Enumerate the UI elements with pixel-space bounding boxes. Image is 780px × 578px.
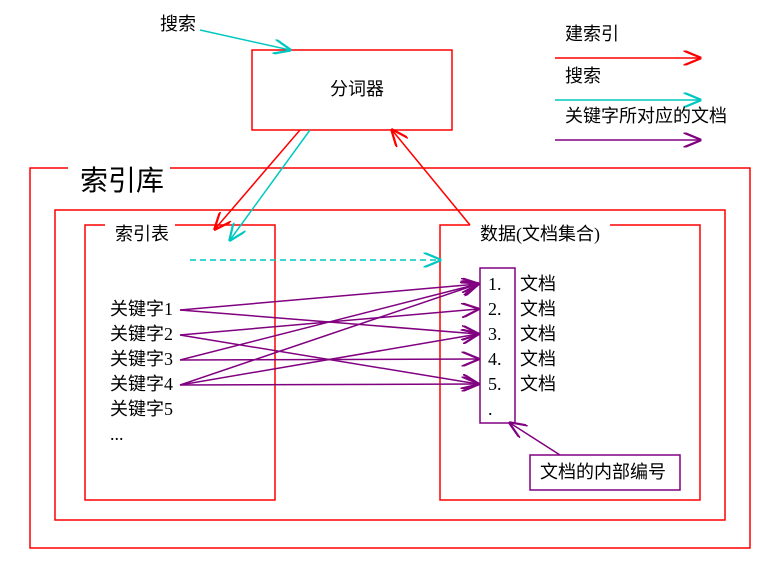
doc-label: 文档 [520, 299, 556, 319]
keyword-item: 关键字5 [110, 399, 173, 419]
docset-box [440, 225, 700, 500]
diagram-canvas: 搜索分词器索引库索引表关键字1 关键字2 关键字3 关键字4 关键字5... 数据(文档集… [0, 0, 780, 578]
doc-label: 文档 [520, 324, 556, 344]
doc-number: 3. [488, 324, 502, 344]
doc-number: . [488, 399, 493, 419]
keyword-item: 关键字2 [110, 324, 173, 344]
index-table-label: 索引表 [115, 224, 169, 244]
index-lib-title: 索引库 [80, 165, 164, 197]
keyword-item: ... [110, 424, 124, 444]
legend-label: 关键字所对应的文档 [565, 106, 727, 126]
keyword-item: 关键字1 [110, 299, 173, 319]
tokenizer-label: 分词器 [330, 79, 384, 99]
top-search-label: 搜索 [160, 14, 196, 34]
keyword-item: 关键字4 [110, 374, 173, 394]
doc-label: 文档 [520, 274, 556, 294]
doc-id-label: 文档的内部编号 [540, 462, 666, 482]
doc-number: 2. [488, 299, 502, 319]
doc-number: 5. [488, 374, 502, 394]
keyword-item: 关键字3 [110, 349, 173, 369]
legend-label: 搜索 [565, 66, 601, 86]
doc-number: 4. [488, 349, 502, 369]
doc-label: 文档 [520, 374, 556, 394]
doc-number: 1. [488, 274, 502, 294]
legend-label: 建索引 [565, 24, 619, 44]
doc-label: 文档 [520, 349, 556, 369]
docset-label: 数据(文档集合) [480, 224, 600, 245]
